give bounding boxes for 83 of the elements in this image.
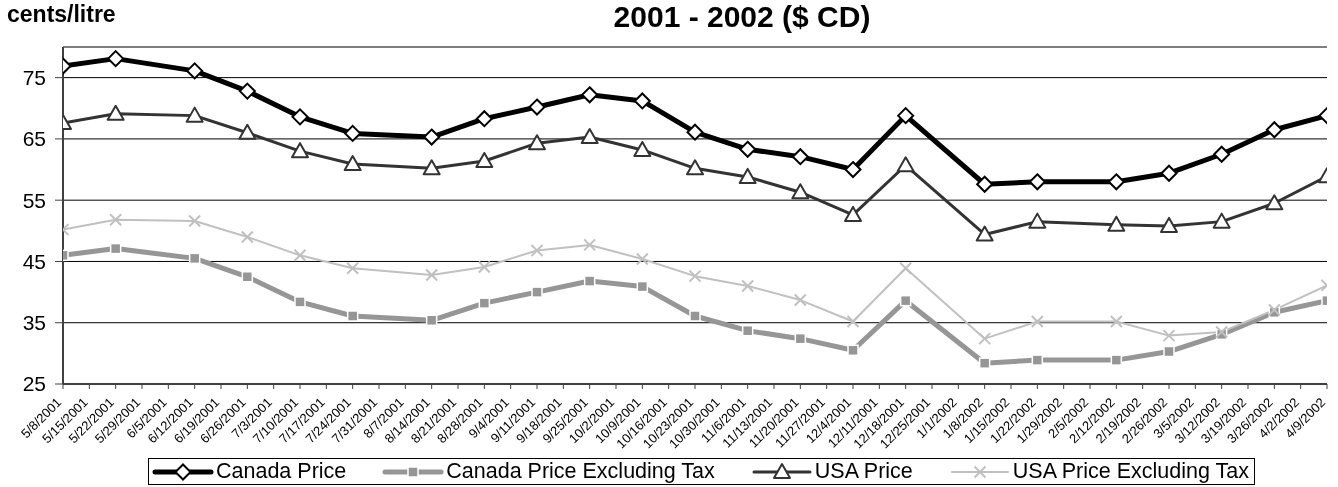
point: [346, 310, 359, 322]
point: [293, 248, 307, 262]
y-tick-label: 35: [22, 311, 46, 335]
point: [978, 357, 991, 369]
point: [344, 124, 362, 142]
point: [291, 142, 309, 159]
y-axis-title: cents/litre: [7, 1, 116, 28]
chart-title: 2001 - 2002 ($ CD): [613, 0, 871, 34]
point: [583, 275, 596, 287]
point: [686, 123, 704, 141]
y-tick-label: 45: [22, 249, 46, 273]
point: [689, 310, 701, 322]
point: [475, 151, 494, 168]
point: [294, 296, 306, 308]
point: [186, 62, 204, 80]
point: [1160, 164, 1178, 182]
point: [423, 128, 441, 146]
point: [1107, 215, 1126, 232]
point: [1265, 121, 1283, 139]
point: [897, 107, 915, 125]
legend-label: USA Price Excluding Tax: [1012, 459, 1249, 484]
legend-label: Canada Price: [216, 459, 347, 484]
point: [528, 134, 546, 151]
point: [1162, 329, 1176, 343]
point: [633, 92, 651, 110]
point: [422, 159, 441, 176]
point: [1160, 216, 1178, 233]
point: [791, 148, 809, 166]
point: [793, 293, 807, 307]
point: [185, 106, 204, 123]
y-tick-label: 75: [22, 66, 46, 90]
point: [241, 271, 254, 283]
point: [240, 230, 254, 244]
point: [635, 252, 649, 266]
point: [107, 50, 125, 68]
legend-label: USA Price: [814, 459, 913, 484]
point: [475, 110, 493, 128]
point: [739, 140, 757, 158]
legend-label: Canada Price Excluding Tax: [446, 459, 715, 484]
point: [899, 261, 913, 275]
point: [109, 213, 123, 227]
point: [844, 161, 862, 179]
point: [580, 128, 599, 145]
point: [1028, 212, 1047, 229]
point: [530, 243, 544, 257]
point: [346, 261, 360, 275]
point: [1109, 315, 1123, 328]
y-tick-label: 25: [22, 372, 46, 396]
point: [978, 332, 992, 346]
point: [238, 82, 256, 100]
y-tick-label: 65: [22, 127, 46, 151]
point: [896, 156, 915, 173]
point: [581, 86, 599, 104]
point: [686, 159, 704, 176]
point: [1110, 354, 1123, 366]
point: [1213, 145, 1231, 163]
point: [975, 225, 994, 242]
point: [738, 167, 757, 184]
point: [478, 297, 491, 309]
point: [343, 155, 362, 172]
point: [531, 286, 543, 298]
point: [1030, 315, 1044, 328]
point: [1265, 194, 1284, 211]
point: [741, 279, 755, 293]
point: [291, 108, 309, 126]
point: [188, 214, 202, 228]
point: [1031, 354, 1044, 366]
point: [846, 315, 860, 328]
point: [238, 123, 257, 140]
point: [477, 260, 491, 274]
point: [1107, 173, 1125, 191]
point: [976, 175, 994, 193]
point: [844, 205, 862, 222]
point: [106, 104, 125, 121]
point: [583, 238, 597, 252]
point: [1028, 173, 1046, 191]
y-tick-label: 55: [22, 188, 46, 212]
point: [791, 183, 810, 200]
point: [528, 98, 546, 116]
point: [688, 269, 702, 283]
point: [425, 268, 439, 282]
point: [1212, 212, 1231, 229]
point: [633, 140, 652, 157]
